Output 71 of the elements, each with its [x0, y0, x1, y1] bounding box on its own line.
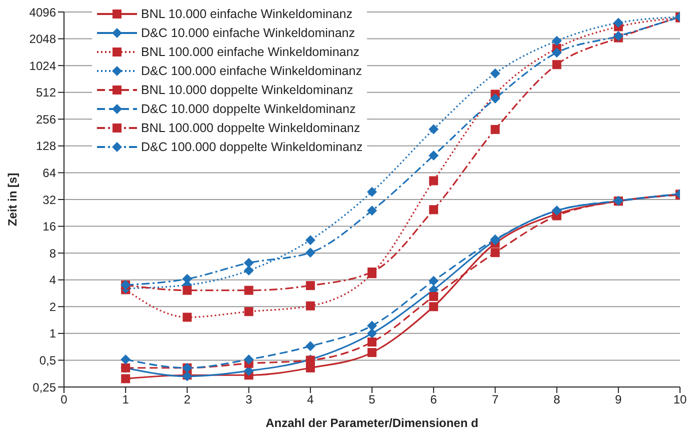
y-tick-label: 8	[49, 246, 56, 260]
point	[305, 235, 316, 246]
point	[244, 307, 254, 316]
x-tick-label: 10	[673, 392, 687, 407]
point	[552, 60, 562, 70]
legend-label: D&C 100.000 doppelte Winkeldominanz	[141, 140, 363, 154]
x-tick-label: 6	[430, 392, 438, 407]
point	[490, 248, 500, 258]
point	[244, 286, 254, 295]
x-tick-label: 7	[492, 392, 499, 407]
y-tick-label: 1	[49, 326, 56, 341]
legend-label: BNL 10.000 doppelte Winkeldominanz	[141, 82, 354, 96]
point	[490, 93, 500, 104]
point	[552, 36, 562, 46]
point	[367, 206, 377, 216]
y-tick-label: 2	[49, 300, 56, 314]
point	[368, 338, 376, 347]
legend-label: BNL 10.000 einfache Winkeldominanz	[141, 6, 352, 20]
point	[121, 374, 130, 384]
x-tick-label: 2	[184, 392, 191, 407]
x-tick-label: 5	[368, 392, 376, 407]
legend-label: BNL 100.000 doppelte Winkeldominanz	[141, 120, 360, 134]
x-tick-label: 1	[122, 392, 130, 407]
x-tick-label: 0	[60, 392, 68, 407]
x-tick-label: 4	[307, 392, 314, 407]
y-tick-label: 64	[42, 166, 56, 180]
point	[428, 124, 439, 134]
point	[367, 328, 377, 338]
x-tick-label: 9	[615, 392, 622, 407]
y-tick-label: 0,5	[39, 353, 56, 368]
y-tick-label: 16	[42, 220, 56, 234]
point	[120, 354, 131, 364]
x-axis-title: Anzahl der Parameter/Dimensionen d	[266, 416, 478, 430]
point	[368, 348, 376, 358]
point	[244, 354, 254, 364]
point	[244, 258, 254, 268]
point	[490, 124, 500, 134]
point	[306, 281, 315, 290]
y-tick-label: 4096	[29, 5, 56, 20]
point	[305, 248, 316, 258]
y-tick-label: 2048	[29, 32, 56, 46]
point	[429, 205, 438, 214]
point	[429, 176, 438, 186]
point	[613, 18, 624, 28]
point	[305, 341, 316, 352]
point	[244, 265, 254, 276]
legend-label: D&C 100.000 einfache Winkeldominanz	[141, 64, 362, 78]
y-axis-title: Zeit in [s]	[5, 172, 20, 226]
y-tick-label: 512	[36, 86, 56, 100]
y-tick-label: 1024	[29, 58, 56, 73]
legend-label: BNL 100.000 einfache Winkeldominanz	[141, 44, 360, 58]
legend-label: D&C 10.000 einfache Winkeldominanz	[141, 26, 356, 40]
y-tick-label: 32	[42, 192, 56, 207]
point	[306, 301, 315, 310]
point	[182, 286, 192, 295]
point	[428, 150, 439, 160]
point	[367, 320, 377, 331]
point	[367, 186, 377, 197]
y-tick-label: 256	[36, 112, 56, 126]
point	[552, 48, 562, 58]
x-tick-label: 3	[245, 392, 252, 407]
legend-label: D&C 10.000 doppelte Winkeldominanz	[141, 102, 356, 116]
point	[429, 302, 438, 312]
point	[490, 68, 500, 78]
x-tick-label: 8	[553, 392, 560, 407]
y-tick-label: 0,25	[32, 380, 56, 394]
point	[182, 312, 192, 322]
point	[429, 292, 438, 302]
y-tick-label: 128	[36, 139, 56, 154]
point	[428, 276, 439, 286]
y-tick-label: 4	[49, 273, 56, 288]
